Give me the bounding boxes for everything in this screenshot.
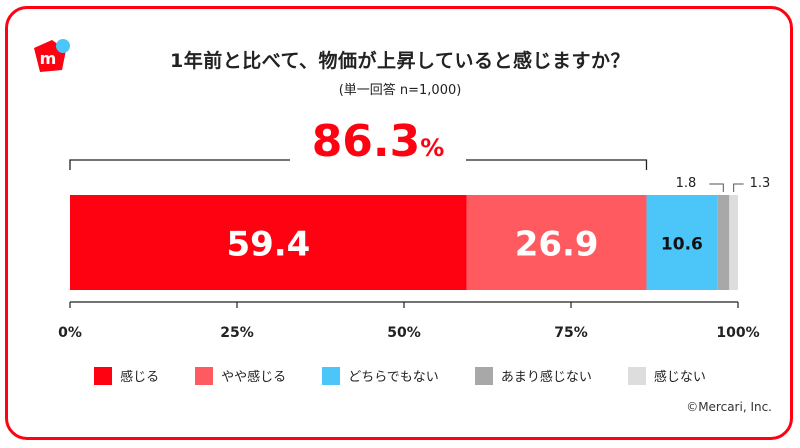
bar-segment: [70, 195, 467, 290]
total-unit: %: [420, 134, 445, 162]
legend: 感じる やや感じる どちらでもない あまり感じない 感じない: [0, 366, 800, 385]
legend-item: 感じる: [94, 366, 159, 385]
legend-item: 感じない: [627, 366, 706, 385]
x-tick-label: 50%: [387, 325, 421, 341]
legend-item: やや感じる: [195, 366, 286, 385]
copyright: ©Mercari, Inc.: [686, 400, 772, 414]
x-tick-label: 75%: [554, 325, 588, 341]
legend-swatch: [195, 366, 214, 385]
data-label: 26.9: [515, 225, 599, 265]
x-tick-label: 100%: [716, 325, 759, 341]
label-leader: [709, 183, 724, 192]
bar-segment: [646, 195, 718, 290]
legend-swatch: [94, 366, 113, 385]
data-label: 1.8: [676, 176, 697, 191]
legend-swatch: [627, 366, 646, 385]
svg-text:m: m: [40, 49, 57, 68]
mercari-logo-icon: m: [34, 39, 70, 72]
page-title: 1年前と比べて、物価が上昇していると感じますか？: [170, 50, 630, 72]
bracket-left: [69, 159, 290, 170]
legend-label: どちらでもない: [348, 370, 439, 385]
legend-label: 感じる: [120, 370, 160, 385]
bar-segment: [717, 195, 730, 290]
label-leader: [733, 183, 744, 192]
legend-swatch: [474, 366, 493, 385]
legend-label: あまり感じない: [500, 370, 592, 385]
x-tick-label: 25%: [220, 325, 254, 341]
x-tick-label: 0%: [58, 325, 82, 341]
total-label: 86.3%: [290, 120, 466, 164]
bar-segment: [466, 195, 647, 290]
data-label: 59.4: [226, 225, 310, 265]
legend-item: どちらでもない: [322, 366, 439, 385]
legend-swatch: [322, 366, 341, 385]
legend-item: あまり感じない: [474, 366, 592, 385]
data-label: 1.3: [750, 176, 771, 191]
data-label: 10.6: [661, 235, 703, 255]
total-value: 86.3: [311, 116, 421, 167]
page-subtitle: (単一回答 n=1,000): [338, 83, 462, 98]
bracket-right: [466, 159, 648, 170]
legend-label: 感じない: [653, 370, 706, 385]
legend-label: やや感じる: [221, 370, 287, 385]
bar-segment: [729, 195, 738, 290]
